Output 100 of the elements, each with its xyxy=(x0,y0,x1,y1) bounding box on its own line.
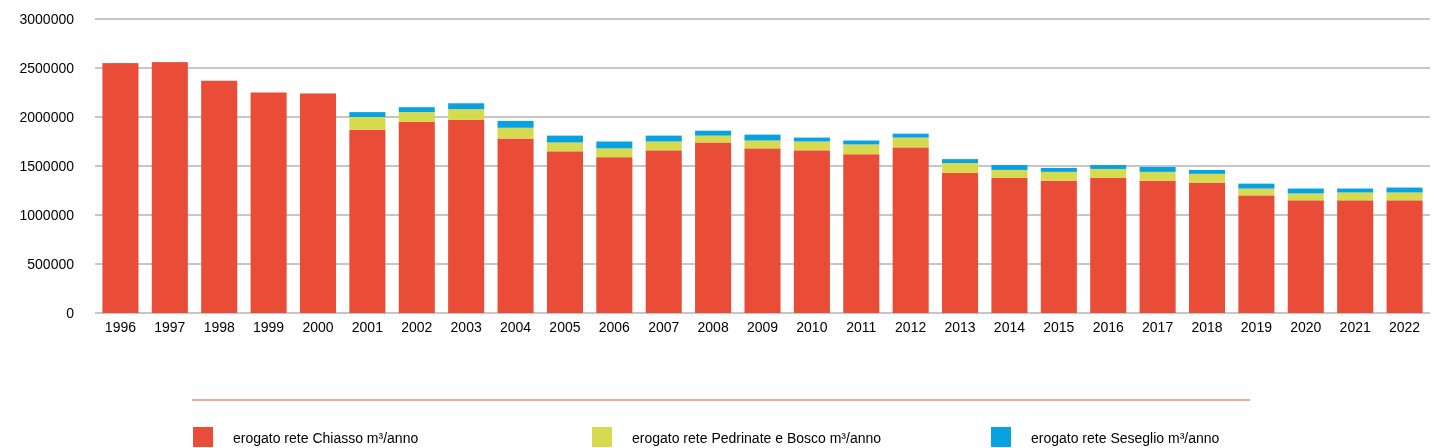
x-tick-label: 2003 xyxy=(450,319,482,335)
bar xyxy=(942,163,979,173)
y-tick-label: 2000000 xyxy=(19,108,75,125)
bar xyxy=(398,121,435,313)
bar xyxy=(695,142,732,313)
bar xyxy=(349,112,386,117)
bar xyxy=(1090,168,1127,178)
x-tick-label: 2017 xyxy=(1142,319,1174,335)
bar xyxy=(546,142,583,152)
bar xyxy=(497,138,534,313)
y-tick-label: 500000 xyxy=(27,255,75,272)
bar xyxy=(744,140,781,149)
x-tick-label: 2007 xyxy=(648,319,680,335)
x-tick-label: 2010 xyxy=(796,319,828,335)
x-tick-label: 2000 xyxy=(302,319,334,335)
x-tick-label: 2008 xyxy=(697,319,729,335)
bar xyxy=(349,117,386,130)
bar xyxy=(843,154,880,313)
bar xyxy=(1139,180,1176,313)
x-tick-label: 2006 xyxy=(598,319,631,335)
bar xyxy=(349,129,386,313)
x-tick-label: 2004 xyxy=(499,319,532,335)
bar xyxy=(942,172,979,313)
bar xyxy=(1188,169,1226,174)
bar xyxy=(1238,195,1275,313)
bar xyxy=(546,151,583,313)
bar xyxy=(843,144,880,155)
bar xyxy=(497,127,534,139)
x-tick-label: 2005 xyxy=(549,319,581,335)
bar xyxy=(942,159,979,164)
bar xyxy=(645,141,682,151)
bar xyxy=(448,103,485,110)
legend-label: erogato rete Chiasso m³/anno xyxy=(233,430,419,446)
y-tick-label: 3000000 xyxy=(19,10,75,27)
bar xyxy=(596,148,633,158)
bar xyxy=(1139,166,1176,172)
bar xyxy=(299,93,337,313)
bar xyxy=(1040,171,1077,181)
x-tick-label: 1997 xyxy=(154,319,186,335)
y-tick-label: 2500000 xyxy=(19,59,75,76)
bar xyxy=(1337,200,1374,313)
x-tick-label: 2014 xyxy=(993,319,1026,335)
bar xyxy=(1090,165,1127,169)
bar xyxy=(102,63,139,313)
bar xyxy=(1238,183,1275,189)
bar xyxy=(1040,180,1077,313)
bar xyxy=(793,137,830,142)
x-tick-label: 2019 xyxy=(1240,319,1273,335)
x-tick-label: 2011 xyxy=(846,319,877,335)
bar xyxy=(892,147,929,313)
bar xyxy=(1386,200,1423,313)
bar xyxy=(1188,182,1226,313)
bar xyxy=(1090,177,1127,313)
bar xyxy=(991,169,1028,178)
x-tick-label: 2001 xyxy=(351,319,384,335)
x-tick-label: 2020 xyxy=(1290,319,1322,335)
bar xyxy=(645,150,682,313)
bar xyxy=(645,135,682,142)
x-tick-label: 2002 xyxy=(401,319,433,335)
y-tick-label: 1500000 xyxy=(19,157,75,174)
x-tick-label: 2021 xyxy=(1339,319,1371,335)
bar xyxy=(497,120,534,128)
bar xyxy=(448,119,485,313)
bar xyxy=(596,157,633,313)
y-tick-label: 0 xyxy=(66,304,75,321)
bar xyxy=(1287,193,1324,201)
x-tick-label: 1998 xyxy=(203,319,235,335)
x-tick-label: 2016 xyxy=(1092,319,1125,335)
x-tick-label: 2013 xyxy=(944,319,976,335)
bar xyxy=(892,137,929,148)
bar xyxy=(892,133,929,138)
bar xyxy=(1386,192,1423,201)
bar xyxy=(201,80,238,313)
x-tick-label: 2015 xyxy=(1043,319,1075,335)
bar xyxy=(744,134,781,141)
bar xyxy=(1188,173,1226,183)
bar xyxy=(398,107,435,113)
x-tick-label: 2012 xyxy=(895,319,927,335)
bar xyxy=(398,112,435,122)
bar xyxy=(151,62,188,313)
x-tick-label: 2022 xyxy=(1388,319,1421,335)
bar xyxy=(793,141,830,151)
x-tick-label: 1999 xyxy=(253,319,285,335)
bar xyxy=(695,130,732,136)
legend-label: erogato rete Seseglio m³/anno xyxy=(1031,430,1220,446)
bar xyxy=(991,165,1028,170)
bar xyxy=(1139,171,1176,181)
bar xyxy=(1040,167,1077,172)
y-tick-label: 1000000 xyxy=(19,206,75,223)
x-tick-label: 1996 xyxy=(104,319,137,335)
bar xyxy=(1287,200,1324,313)
bar xyxy=(1337,192,1374,201)
bar xyxy=(991,177,1028,313)
legend-label: erogato rete Pedrinate e Bosco m³/anno xyxy=(632,430,882,446)
bar xyxy=(793,150,830,313)
bar xyxy=(744,148,781,313)
x-tick-label: 2009 xyxy=(746,319,779,335)
x-tick-label: 2018 xyxy=(1191,319,1223,335)
bar xyxy=(250,92,287,313)
bar xyxy=(448,109,485,120)
